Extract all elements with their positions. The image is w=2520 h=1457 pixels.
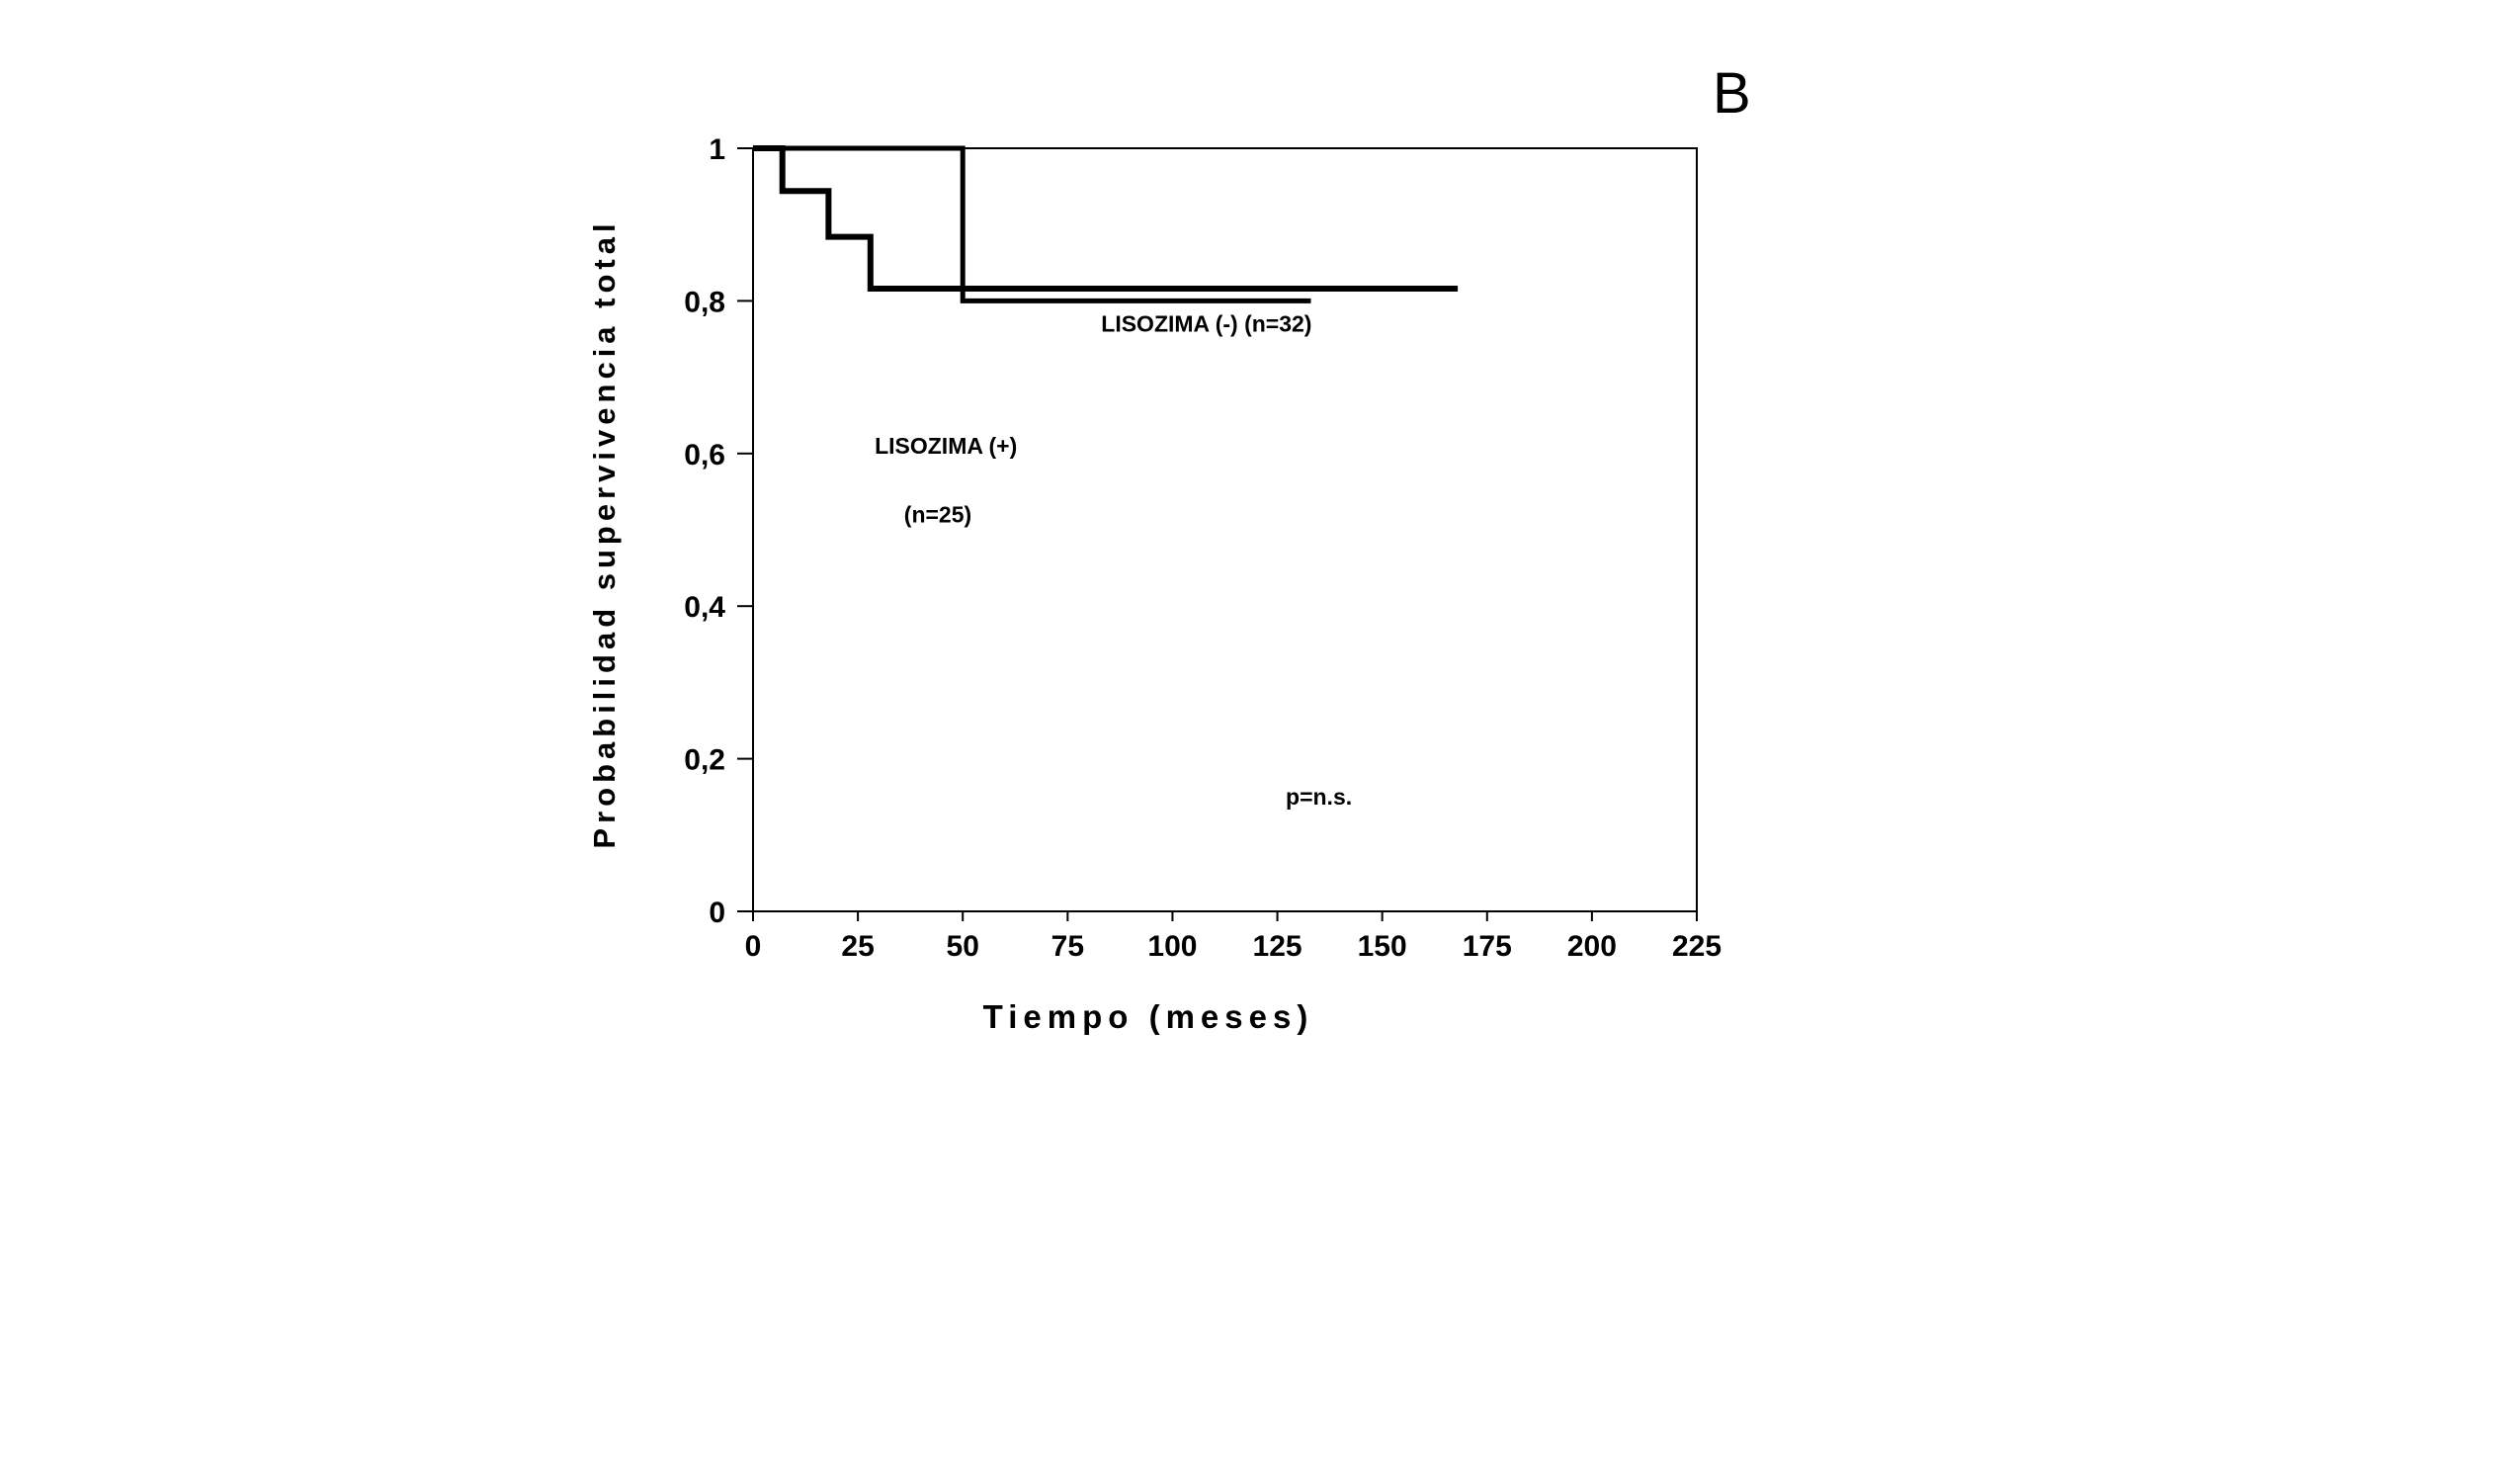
x-tick-label: 175	[1463, 930, 1512, 963]
x-tick-label: 125	[1253, 930, 1302, 963]
x-tick-label: 50	[947, 930, 979, 963]
annotation-p: p=n.s.	[1286, 784, 1352, 810]
x-tick-label: 150	[1358, 930, 1407, 963]
x-tick-label: 100	[1147, 930, 1197, 963]
y-tick-label: 0,2	[684, 744, 725, 777]
annotation-pos2: (n=25)	[904, 501, 971, 527]
x-axis-ticks: 0 25 50 75 100 125 150 175 200 225	[745, 911, 1722, 963]
survival-curve-series-2	[753, 145, 1459, 292]
y-tick-label: 1	[709, 133, 725, 166]
y-axis-title: Probabilidad supervivencia total	[587, 218, 622, 848]
x-tick-label: 0	[745, 930, 762, 963]
y-tick-label: 0	[709, 897, 725, 929]
plot-area-frame	[752, 147, 1698, 912]
survival-curve-series-1	[753, 145, 1311, 303]
x-axis-title: Tiempo (meses)	[983, 998, 1314, 1035]
x-tick-label: 225	[1672, 930, 1722, 963]
annotation-neg: LISOZIMA (-) (n=32)	[1101, 310, 1311, 336]
y-tick-label: 0,8	[684, 286, 725, 318]
x-tick-label: 75	[1051, 930, 1084, 963]
annotation-pos1: LISOZIMA (+)	[875, 433, 1017, 459]
chart-annotations: LISOZIMA (-) (n=32) LISOZIMA (+) (n=25) p=n…	[875, 310, 1352, 810]
panel-label: B	[1713, 61, 1751, 126]
survival-curves	[753, 145, 1459, 303]
x-tick-label: 25	[841, 930, 874, 963]
y-tick-label: 0,4	[684, 591, 725, 624]
y-axis-ticks: 0 0,2 0,4 0,6 0,8 1	[684, 133, 753, 929]
x-tick-label: 200	[1567, 930, 1617, 963]
y-tick-label: 0,6	[684, 439, 725, 471]
